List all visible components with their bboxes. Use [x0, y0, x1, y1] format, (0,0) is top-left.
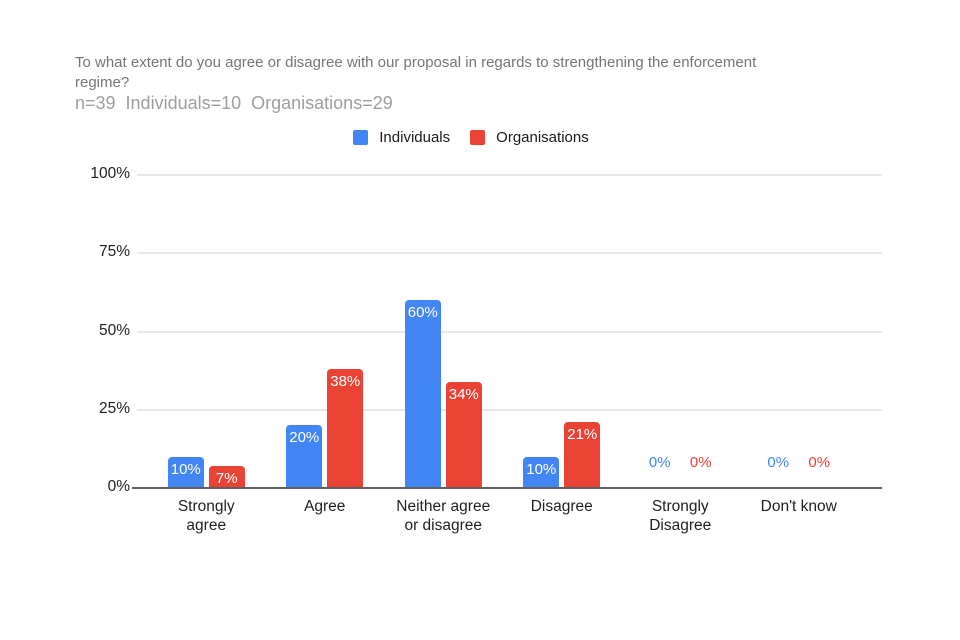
bar-value-label: 20%: [289, 429, 320, 447]
x-axis-line: [132, 487, 882, 489]
bar-group-neither-agree-or-disagree: 60% 34%: [384, 175, 503, 488]
legend-label: Organisations: [496, 129, 589, 146]
y-tick-label: 100%: [90, 165, 130, 182]
legend-swatch-icon: [470, 130, 486, 145]
bar-group-disagree: 10% 21%: [503, 175, 622, 488]
bar-groups: 10% 7% 20% 38% 60% 34% 10% 21% 0% 0% 0% 0%: [147, 175, 858, 488]
x-axis-label-neither-agree-or-disagree: Neither agree or disagree: [396, 498, 491, 534]
y-tick-label: 50%: [98, 321, 130, 339]
y-tick-label: 25%: [98, 399, 130, 417]
x-axis-labels: Strongly agree Agree Neither agree or disa…: [147, 497, 858, 535]
gridline: [137, 408, 882, 411]
bar-individuals-neither-agree-or-disagree: 60%: [404, 300, 441, 488]
bar-group-strongly-agree: 10% 7%: [147, 175, 266, 488]
bar-value-label: 7%: [215, 470, 238, 488]
legend-item-individuals: Individuals: [353, 129, 450, 146]
legend-swatch-icon: [353, 130, 369, 145]
bar-value-label: 60%: [407, 304, 438, 322]
bar-individuals-strongly-agree: 10%: [167, 456, 204, 488]
bar-organisations-agree: 38%: [327, 369, 364, 488]
legend: Individuals Organisations: [0, 129, 960, 146]
x-axis-label-agree: Agree: [304, 498, 346, 515]
bar-value-label: 21%: [567, 426, 598, 444]
bar-individuals-agree: 20%: [286, 425, 323, 488]
gridline: [137, 330, 882, 333]
bar-group-don-t-know: 0% 0%: [740, 175, 859, 488]
gridline: [137, 252, 882, 255]
y-tick-label: 0%: [107, 478, 130, 495]
bar-value-label: 10%: [526, 460, 557, 478]
x-axis-label-disagree: Disagree: [530, 498, 593, 515]
chart-title: To what extent do you agree or disagree …: [75, 54, 757, 91]
bar-value-label: 10%: [170, 460, 201, 478]
gridline: [137, 174, 882, 176]
zero-value-label: 0%: [689, 454, 712, 471]
bar-group-agree: 20% 38%: [266, 175, 385, 488]
x-axis-label-strongly-disagree: Strongly Disagree: [649, 498, 712, 534]
bar-value-label: 34%: [448, 385, 479, 403]
x-axis-label-don-t-know: Don't know: [760, 498, 837, 515]
chart-subtitle: n=39 Individuals=10 Organisations=29: [75, 93, 393, 113]
zero-value-label: 0%: [648, 454, 671, 471]
zero-value-label: 0%: [808, 454, 831, 471]
bar-value-label: 38%: [330, 373, 361, 391]
y-axis-labels: 0% 25% 50% 75% 100%: [55, 165, 130, 495]
y-tick-label: 75%: [98, 243, 130, 261]
bar-organisations-disagree: 21%: [564, 422, 601, 488]
bar-individuals-disagree: 10%: [523, 456, 560, 488]
bar-group-strongly-disagree: 0% 0%: [621, 175, 740, 488]
plot-area: 10% 7% 20% 38% 60% 34% 10% 21% 0% 0% 0% 0%: [132, 174, 882, 489]
x-axis-label-strongly-agree: Strongly agree: [177, 498, 235, 534]
zero-value-label: 0%: [767, 454, 790, 471]
legend-item-organisations: Organisations: [470, 129, 589, 146]
bar-organisations-neither-agree-or-disagree: 34%: [445, 381, 482, 488]
bar-organisations-strongly-agree: 7%: [208, 466, 245, 488]
legend-label: Individuals: [379, 129, 451, 146]
